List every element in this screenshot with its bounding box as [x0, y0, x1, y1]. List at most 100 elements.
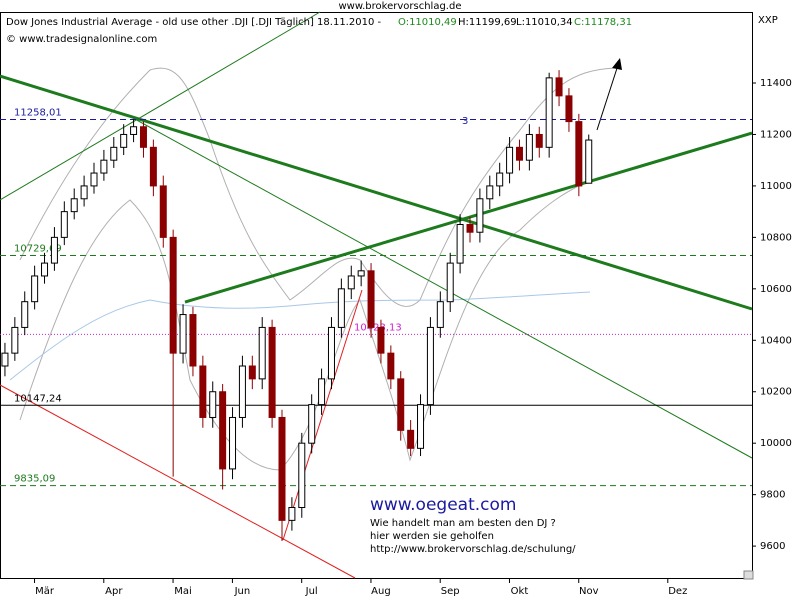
candle-body: [41, 262, 49, 277]
x-tick-label: Aug: [371, 586, 391, 597]
candle-body: [585, 139, 593, 184]
x-tick-label: Jun: [234, 586, 251, 597]
x-tick-label: Jul: [305, 586, 318, 597]
candle-body: [515, 146, 523, 161]
candle-body: [436, 301, 444, 328]
candle-body: [565, 95, 573, 123]
ohlc-low: L:11010,34: [516, 17, 573, 28]
candle-body: [238, 365, 246, 418]
trendline: [132, 117, 753, 459]
y-tick-label: 9800: [760, 490, 785, 501]
candle-body: [476, 198, 484, 233]
ohlc-high: H:11199,69: [458, 17, 517, 28]
promo-line: Wie handelt man am besten den DJ ?: [370, 518, 556, 529]
candle-body: [268, 326, 276, 418]
scroll-corner[interactable]: [743, 570, 754, 580]
candle-body: [288, 507, 296, 521]
candle-body: [90, 172, 98, 187]
candle-body: [496, 172, 504, 187]
candle-body: [466, 224, 474, 233]
copyright: © www.tradesignalonline.com: [6, 34, 157, 45]
y-tick-label: 9600: [760, 541, 785, 552]
x-tick-label: Nov: [579, 586, 599, 597]
candle-body: [179, 314, 187, 354]
candle-body: [248, 365, 256, 380]
wave-label: 3: [462, 116, 468, 127]
candle-body: [100, 159, 108, 174]
candle-body: [1, 352, 9, 367]
candle-body: [397, 378, 405, 431]
candle-body: [21, 301, 29, 328]
trendline: [184, 131, 753, 304]
y-tick-label: 10800: [760, 232, 792, 243]
promo-url: www.oegeat.com: [370, 495, 516, 515]
candle-body: [80, 185, 88, 200]
candle-body: [199, 365, 207, 418]
candle-body: [149, 146, 157, 187]
bollinger-upper: [19, 67, 616, 307]
trendline: [0, 74, 753, 311]
candle-body: [486, 185, 494, 200]
candle-body: [308, 404, 316, 444]
candle-body: [139, 126, 147, 148]
candle-body: [545, 77, 553, 148]
trendline: [282, 289, 363, 541]
candle-body: [229, 416, 237, 470]
candle-body: [130, 126, 138, 135]
x-tick-label: Apr: [105, 586, 123, 597]
candle-body: [426, 326, 434, 406]
candle-body: [189, 314, 197, 367]
candle-body: [318, 378, 326, 406]
level-label: 11258,01: [14, 108, 62, 119]
candle-body: [219, 391, 227, 470]
candle-body: [298, 442, 306, 509]
y-tick-label: 10000: [760, 438, 792, 449]
ohlc-close: C:11178,31: [574, 17, 632, 28]
candle-body: [258, 326, 266, 380]
page-title: www.brokervorschlag.de: [339, 1, 462, 12]
candle-body: [407, 429, 415, 449]
y-tick-label: 10400: [760, 335, 792, 346]
promo-line: hier werden sie geholfen: [370, 531, 494, 542]
trendline: [0, 384, 356, 579]
candle-body: [367, 270, 375, 328]
x-tick-label: Okt: [511, 586, 529, 597]
candle-body: [278, 416, 286, 521]
level-label: 10729,69: [14, 243, 62, 254]
candle-body: [555, 77, 563, 97]
level-label: 10147,24: [14, 393, 62, 404]
candle-body: [169, 236, 177, 354]
candle-body: [446, 262, 454, 303]
x-tick-label: Sep: [441, 586, 460, 597]
y-tick-label: 10200: [760, 387, 792, 398]
candle-body: [110, 146, 118, 161]
x-tick-label: Mai: [174, 586, 192, 597]
candle-body: [209, 391, 217, 418]
level-label: 9835,09: [14, 474, 55, 485]
arrow: [596, 61, 620, 131]
x-tick-label: Dez: [668, 586, 687, 597]
trendline: [0, 11, 321, 201]
candle-body: [159, 185, 167, 238]
candle-body: [417, 404, 425, 449]
y-tick-label: 11200: [760, 129, 792, 140]
y-tick-label: 10600: [760, 284, 792, 295]
candle-body: [535, 133, 543, 148]
candle-body: [387, 352, 395, 380]
candle-body: [575, 121, 583, 187]
arrow-head: [612, 58, 622, 70]
y-tick-label: 11400: [760, 78, 792, 89]
candle-body: [327, 326, 335, 380]
candle-body: [120, 133, 128, 148]
candle-body: [31, 275, 39, 303]
ohlc-open: O:11010,49: [398, 17, 457, 28]
y-tick-label: 11000: [760, 181, 792, 192]
chart-title: Dow Jones Industrial Average - old use o…: [6, 17, 381, 28]
candle-body: [70, 198, 78, 213]
moving-average: [9, 291, 591, 381]
candle-body: [377, 326, 385, 354]
promo-line: http://www.brokervorschlag.de/schulung/: [370, 544, 576, 555]
